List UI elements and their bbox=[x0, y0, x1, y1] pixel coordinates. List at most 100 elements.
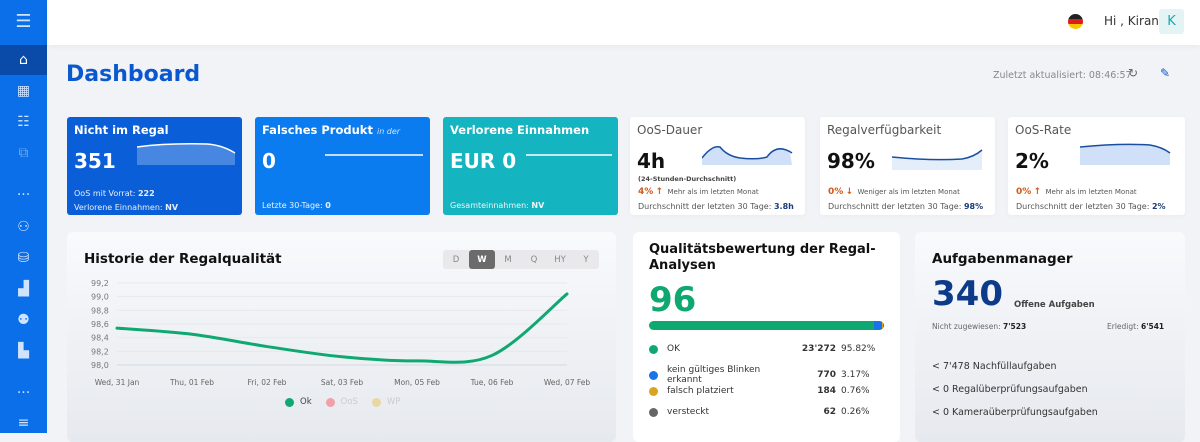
kpi-value: 351 bbox=[74, 149, 116, 173]
panel-title: Historie der Regalqualität bbox=[84, 251, 282, 267]
kpi-value: 0 bbox=[262, 149, 276, 173]
menu-icon[interactable]: ☰ bbox=[0, 6, 47, 36]
legend-ok[interactable]: Ok bbox=[285, 397, 312, 407]
arrow-down-icon: ↓ bbox=[846, 187, 854, 197]
range-selector: D W M Q HY Y bbox=[443, 250, 599, 269]
foot-value: NV bbox=[165, 203, 178, 212]
foot-label: Gesamteinnahmen: bbox=[450, 201, 529, 210]
checklist-icon[interactable]: ☷ bbox=[0, 107, 47, 137]
home-icon[interactable]: ⌂ bbox=[0, 45, 47, 75]
avg-value: 3.8h bbox=[774, 202, 794, 211]
stat-value: 98% bbox=[827, 149, 875, 173]
kpi-wrong-product[interactable]: Falsches Produkt in der 0 Letzte 30-Tage… bbox=[255, 117, 430, 215]
row-label: kein gültiges Blinken erkannt bbox=[667, 365, 786, 385]
quality-score: 96 bbox=[649, 280, 696, 320]
inventory-icon[interactable]: ▟ bbox=[0, 274, 47, 304]
range-d[interactable]: D bbox=[443, 250, 469, 269]
stat-oos-duration[interactable]: OoS-Dauer 4h (24-Stunden-Durchschnitt) 4… bbox=[630, 117, 805, 215]
database-icon[interactable]: ⛁ bbox=[0, 243, 47, 273]
stat-shelf-availability[interactable]: Regalverfügbarkeit 98% 0% ↓ Weniger als … bbox=[820, 117, 995, 215]
sparkline bbox=[137, 143, 237, 169]
sparkline bbox=[325, 143, 425, 169]
y-tick-label: 98,8 bbox=[91, 306, 109, 315]
task-item-shelf-check[interactable]: < 0 Regalüberprüfungsaufgaben bbox=[932, 384, 1088, 395]
chart-icon[interactable]: ⧉ bbox=[0, 138, 47, 168]
grid-icon[interactable]: ▦ bbox=[0, 76, 47, 106]
range-q[interactable]: Q bbox=[521, 250, 547, 269]
legend-wp[interactable]: WP bbox=[372, 397, 401, 407]
edit-icon[interactable]: ✎ bbox=[1160, 66, 1170, 80]
kpi-not-on-shelf[interactable]: Nicht im Regal 351 OoS mit Vorrat: 222 V… bbox=[67, 117, 242, 215]
foot-value: NV bbox=[531, 201, 544, 210]
panel-title: Qualitätsbewertung der Regal-Analysen bbox=[649, 242, 889, 274]
task-item-refill[interactable]: < 7'478 Nachfüllaufgaben bbox=[932, 361, 1057, 372]
x-tick-label: Thu, 01 Feb bbox=[169, 378, 214, 387]
range-w[interactable]: W bbox=[469, 250, 495, 269]
row-pct: 0.26% bbox=[841, 407, 879, 417]
legend-label: WP bbox=[387, 397, 401, 407]
row-label: falsch platziert bbox=[667, 386, 786, 396]
foot-label: Verlorene Einnahmen: bbox=[74, 203, 163, 212]
y-tick-label: 98,2 bbox=[91, 347, 109, 356]
quality-bar-segment bbox=[883, 321, 884, 330]
hierarchy-icon[interactable]: ⚇ bbox=[0, 212, 47, 242]
greeting: Hi , Kiran bbox=[1104, 14, 1159, 28]
kpi-title: Verlorene Einnahmen bbox=[450, 123, 611, 137]
arrow-up-icon: ↑ bbox=[656, 187, 664, 197]
avatar[interactable]: K bbox=[1159, 9, 1184, 34]
list-icon[interactable]: ≡ bbox=[0, 408, 47, 438]
avg-value: 98% bbox=[964, 202, 983, 211]
panel-title: Aufgabenmanager bbox=[932, 251, 1073, 267]
avg-label: Durchschnitt der letzten 30 Tage: bbox=[1016, 202, 1149, 211]
sparkline bbox=[892, 143, 987, 173]
users-icon[interactable]: ⚉ bbox=[0, 305, 47, 335]
kpi-lost-revenue[interactable]: Verlorene Einnahmen EUR 0 Gesamteinnahme… bbox=[443, 117, 618, 215]
row-pct: 95.82% bbox=[841, 344, 879, 354]
quality-bar bbox=[649, 321, 884, 330]
legend-label: Ok bbox=[300, 397, 312, 407]
stat-subtitle: (24-Stunden-Durchschnitt) bbox=[638, 175, 736, 183]
german-flag-icon[interactable] bbox=[1068, 14, 1083, 29]
change-value: 0% bbox=[1016, 187, 1031, 197]
change-text: Mehr als im letzten Monat bbox=[1046, 188, 1137, 196]
chart-legend: Ok OoS WP bbox=[285, 397, 400, 407]
change-value: 4% bbox=[638, 187, 653, 197]
x-tick-label: Tue, 06 Feb bbox=[470, 378, 514, 387]
kpi-title: Falsches Produkt bbox=[262, 123, 373, 137]
row-count: 184 bbox=[786, 386, 836, 396]
history-panel: Historie der Regalqualität D W M Q HY Y … bbox=[67, 232, 616, 442]
y-tick-label: 98,0 bbox=[91, 361, 109, 370]
quality-bar-segment bbox=[874, 321, 881, 330]
open-task-label: Offene Aufgaben bbox=[1014, 300, 1095, 310]
stat-value: 2% bbox=[1015, 149, 1049, 173]
y-tick-label: 99,0 bbox=[91, 293, 109, 302]
task-manager-panel: Aufgabenmanager 340 Offene Aufgaben Nich… bbox=[915, 232, 1185, 442]
map-icon[interactable]: ▙ bbox=[0, 336, 47, 366]
range-hy[interactable]: HY bbox=[547, 250, 573, 269]
stat-oos-rate[interactable]: OoS-Rate 2% 0% ↑ Mehr als im letzten Mon… bbox=[1008, 117, 1185, 215]
x-tick-label: Fri, 02 Feb bbox=[248, 378, 287, 387]
series-line-ok bbox=[117, 294, 567, 362]
range-m[interactable]: M bbox=[495, 250, 521, 269]
avg-label: Durchschnitt der letzten 30 Tage: bbox=[638, 202, 771, 211]
row-label: versteckt bbox=[667, 407, 786, 417]
range-y[interactable]: Y bbox=[573, 250, 599, 269]
row-label: OK bbox=[667, 344, 786, 354]
foot-label: OoS mit Vorrat: bbox=[74, 189, 135, 198]
refresh-icon[interactable]: ↻ bbox=[1128, 66, 1138, 80]
arrow-up-icon: ↑ bbox=[1034, 187, 1042, 197]
legend-oos[interactable]: OoS bbox=[326, 397, 358, 407]
kpi-title-suffix: in der bbox=[377, 127, 400, 136]
task-item-camera-check[interactable]: < 0 Kameraüberprüfungsaufgaben bbox=[932, 407, 1098, 418]
done-label: Erledigt: bbox=[1107, 322, 1139, 331]
foot-label: Letzte 30-Tage: bbox=[262, 201, 323, 210]
stat-title: Regalverfügbarkeit bbox=[827, 123, 988, 137]
stat-value: 4h bbox=[637, 149, 665, 173]
y-tick-label: 98,6 bbox=[91, 320, 109, 329]
stat-title: OoS-Rate bbox=[1015, 123, 1178, 137]
search-input[interactable] bbox=[61, 6, 373, 36]
x-tick-label: Wed, 31 Jan bbox=[95, 378, 140, 387]
